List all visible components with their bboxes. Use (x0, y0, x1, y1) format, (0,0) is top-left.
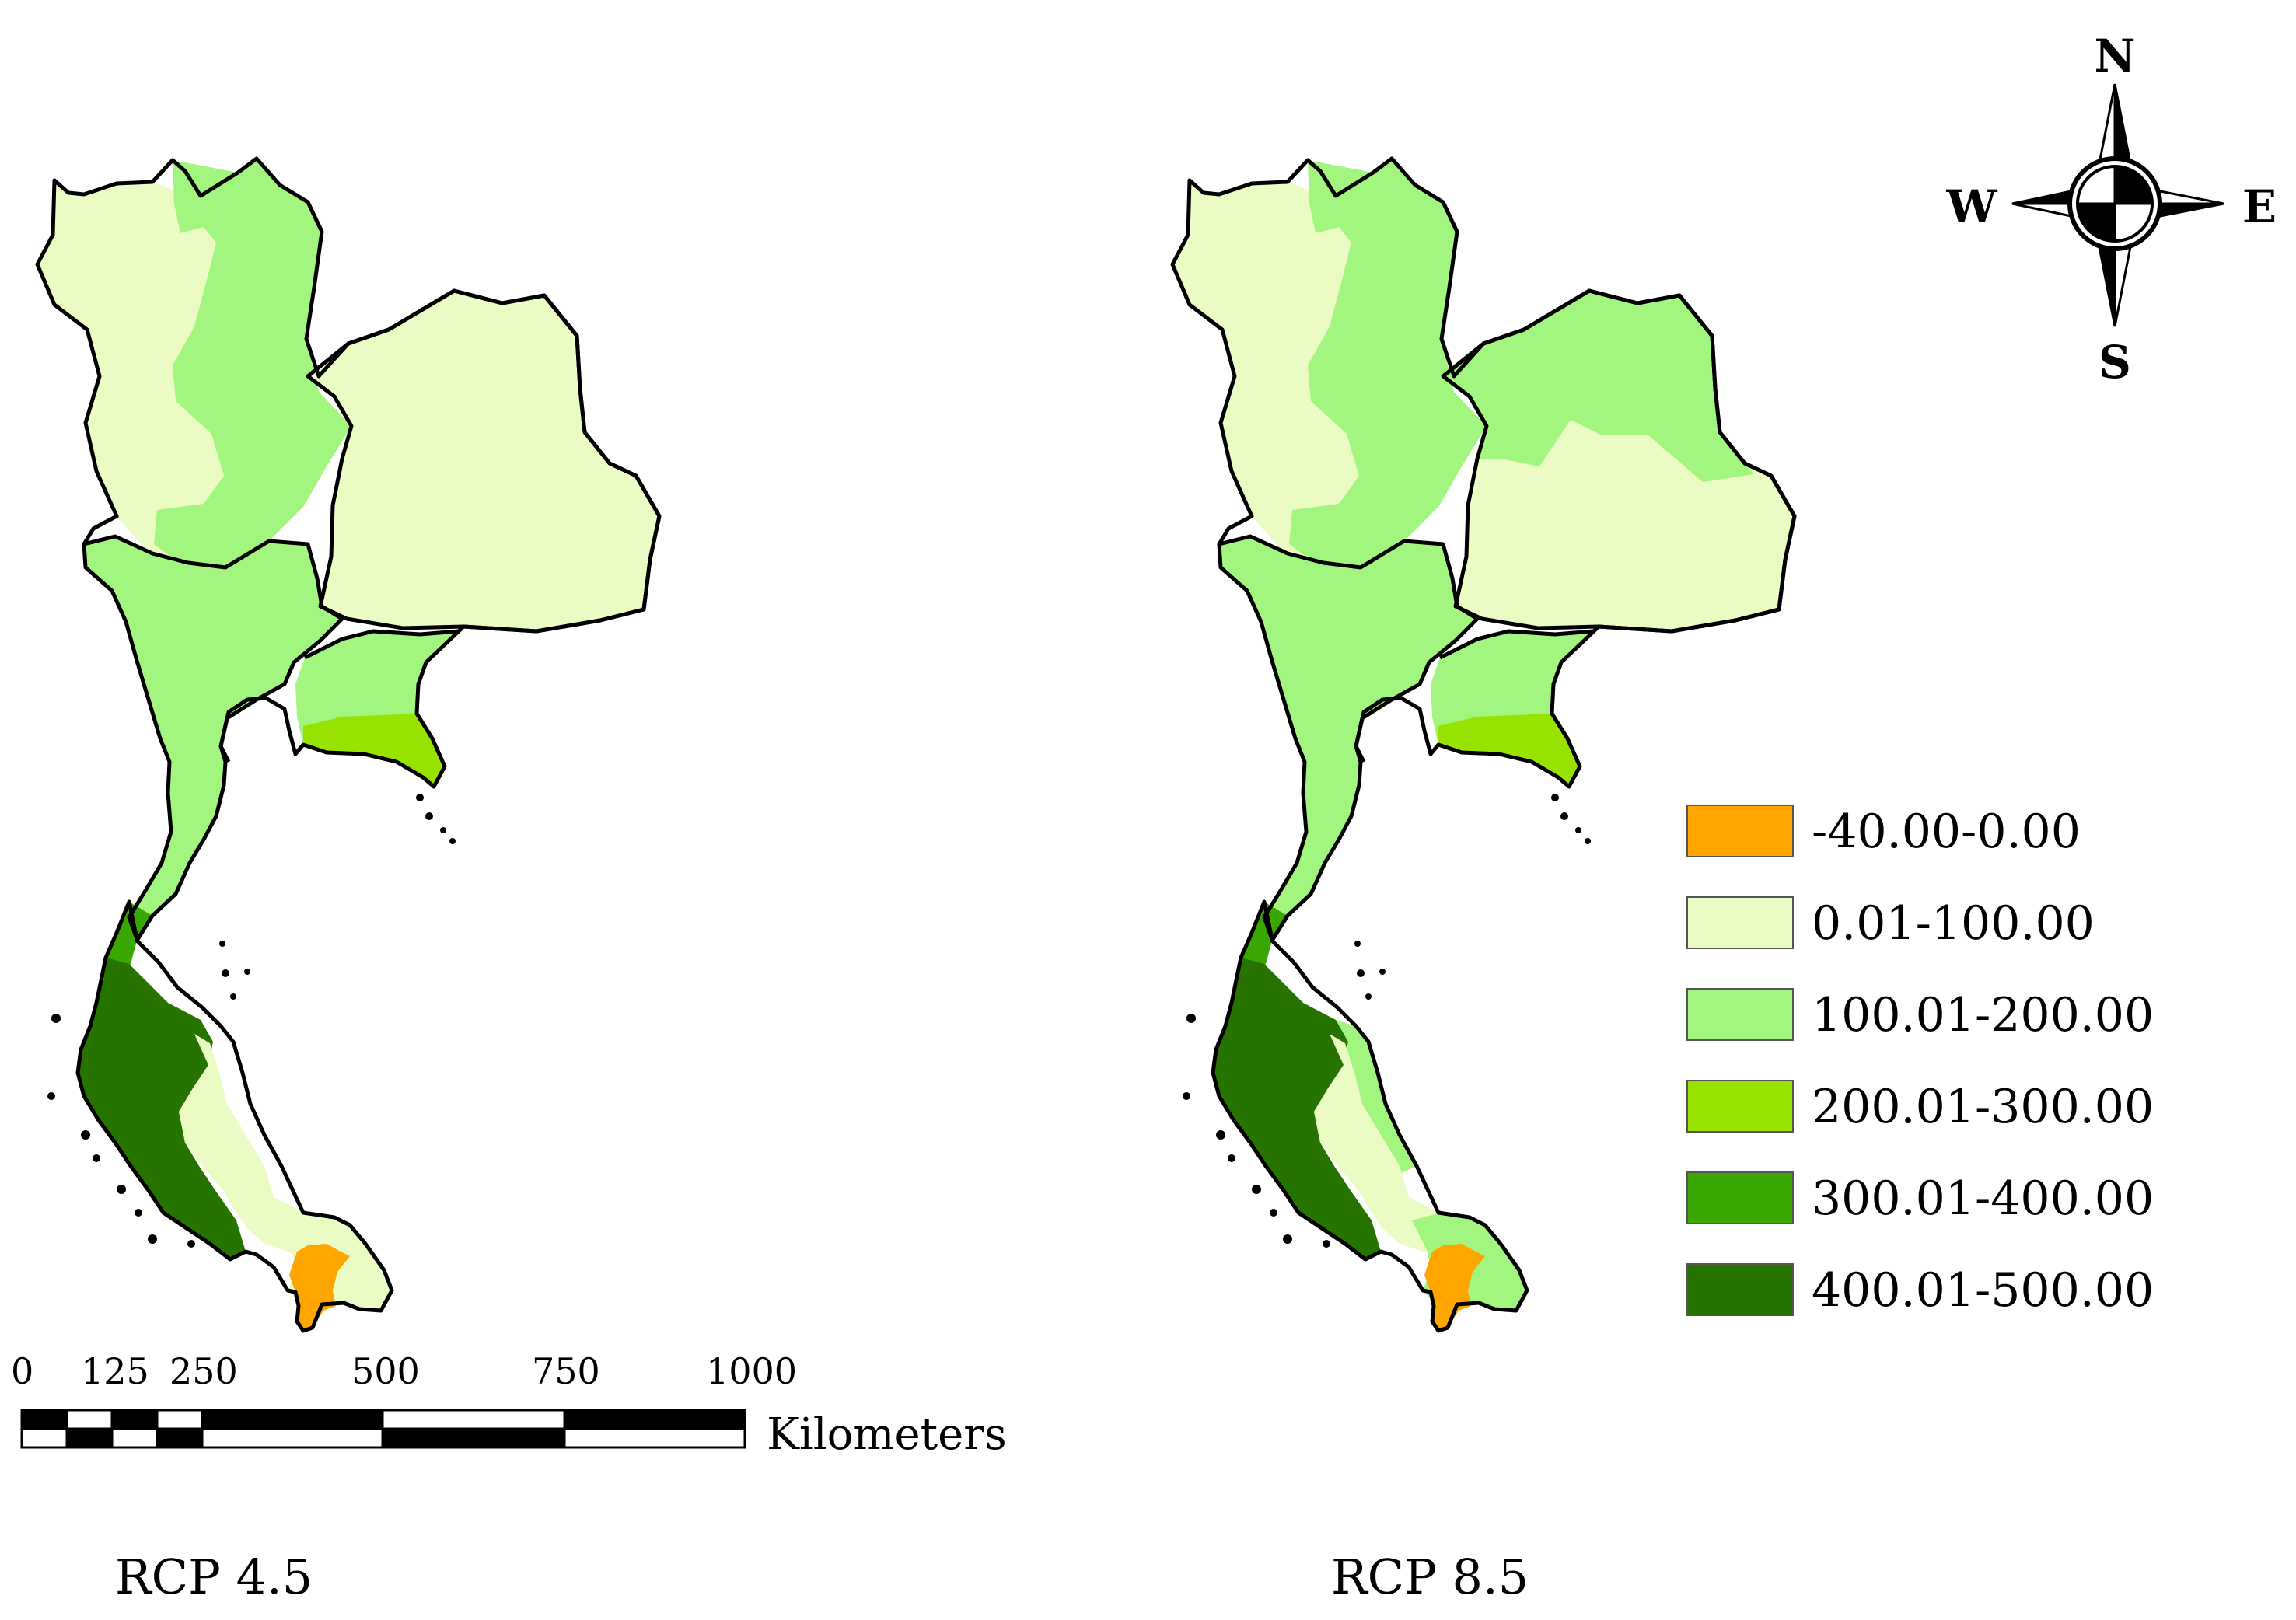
legend-label: 100.01-200.00 (1812, 988, 2154, 1042)
island-marker (1354, 941, 1361, 947)
island-marker (1365, 993, 1372, 1000)
island-marker (1186, 1014, 1196, 1023)
boundary-line (306, 288, 662, 634)
island-marker (187, 1240, 195, 1248)
region-south-east (179, 1034, 322, 1253)
region-isthmus (129, 762, 225, 939)
island-marker (1216, 1130, 1225, 1140)
legend-label: 400.01-500.00 (1812, 1263, 2154, 1318)
legend-swatch (1686, 1080, 1794, 1133)
island-marker (244, 969, 250, 975)
island-marker (1270, 1209, 1277, 1217)
compass-west-label: W (1945, 180, 1997, 233)
island-marker (81, 1130, 90, 1140)
island-marker (1283, 1234, 1292, 1244)
island-marker (1379, 969, 1386, 975)
map-panel-rcp85 (1170, 156, 1797, 1333)
panel-label-rcp85: RCP 8.5 (1331, 1548, 1529, 1605)
legend-swatch (1686, 1263, 1794, 1316)
scale-tick-label: 0 (11, 1350, 33, 1392)
region-south-mid (1319, 1020, 1417, 1182)
region-northeast (308, 291, 659, 631)
legend-swatch (1686, 896, 1794, 949)
legend-label: 0.01-100.00 (1812, 896, 2095, 951)
boundary-line (1441, 288, 1797, 634)
region-south-east (1314, 1034, 1457, 1253)
island-marker (1252, 1185, 1261, 1194)
island-marker (93, 1154, 100, 1162)
region-central (84, 536, 342, 770)
boundary-line (1438, 629, 1595, 660)
boundary-line (83, 534, 344, 763)
island-marker (425, 812, 433, 820)
island-marker (51, 1014, 61, 1023)
region-north-central (1289, 159, 1487, 567)
region-northeast-north (1443, 291, 1754, 482)
island-marker (230, 993, 236, 1000)
map-panel-rcp45 (35, 156, 662, 1333)
island-marker (1323, 1240, 1330, 1248)
legend-label: 300.01-400.00 (1812, 1171, 2154, 1226)
compass-south-label: S (2099, 336, 2131, 389)
legend-label: 200.01-300.00 (1812, 1080, 2154, 1134)
legend-swatch (1686, 805, 1794, 857)
island-marker (219, 941, 225, 947)
region-isthmus (1264, 762, 1361, 939)
island-marker (1560, 812, 1568, 820)
island-marker (148, 1234, 157, 1244)
compass-rose-icon (2011, 83, 2224, 327)
island-marker (1575, 827, 1581, 833)
legend-swatch (1686, 1171, 1794, 1224)
scale-bar: 0 125 250 500 750 1000 Kilometers (11, 1350, 1007, 1460)
island-marker (416, 794, 424, 801)
legend-label: -40.00-0.00 (1812, 805, 2081, 859)
region-central (1219, 536, 1477, 770)
region-south-west (1213, 958, 1381, 1259)
island-marker (222, 969, 229, 977)
island-marker (47, 1092, 55, 1100)
scale-tick-label: 500 (351, 1350, 420, 1392)
island-marker (117, 1185, 126, 1194)
scale-tick-label: 125 (81, 1350, 149, 1392)
island-marker (1585, 838, 1591, 844)
island-marker (1357, 969, 1365, 977)
boundary-line (1218, 534, 1480, 763)
region-north-central (154, 159, 351, 567)
island-marker (449, 838, 456, 844)
island-marker (135, 1209, 142, 1217)
island-marker (1183, 1092, 1190, 1100)
scale-tick-label: 750 (532, 1350, 600, 1392)
scale-tick-label: 250 (169, 1350, 238, 1392)
legend: -40.00-0.00 0.01-100.00 100.01-200.00 20… (1686, 805, 2154, 1318)
region-south-west (78, 958, 246, 1259)
scale-unit-label: Kilometers (767, 1409, 1007, 1460)
compass-east-label: E (2242, 180, 2277, 233)
north-arrow: N S W E (1945, 30, 2277, 389)
region-far-south-pocket (289, 1244, 350, 1331)
scale-tick-label: 1000 (706, 1350, 797, 1392)
scale-bar-blocks (20, 1409, 746, 1449)
island-marker (1228, 1154, 1235, 1162)
legend-swatch (1686, 988, 1794, 1041)
panel-label-rcp45: RCP 4.5 (115, 1548, 313, 1605)
region-far-south-pocket (1424, 1244, 1485, 1331)
island-marker (1551, 794, 1559, 801)
island-marker (440, 827, 446, 833)
boundary-line (303, 629, 460, 660)
compass-north-label: N (2094, 30, 2135, 82)
